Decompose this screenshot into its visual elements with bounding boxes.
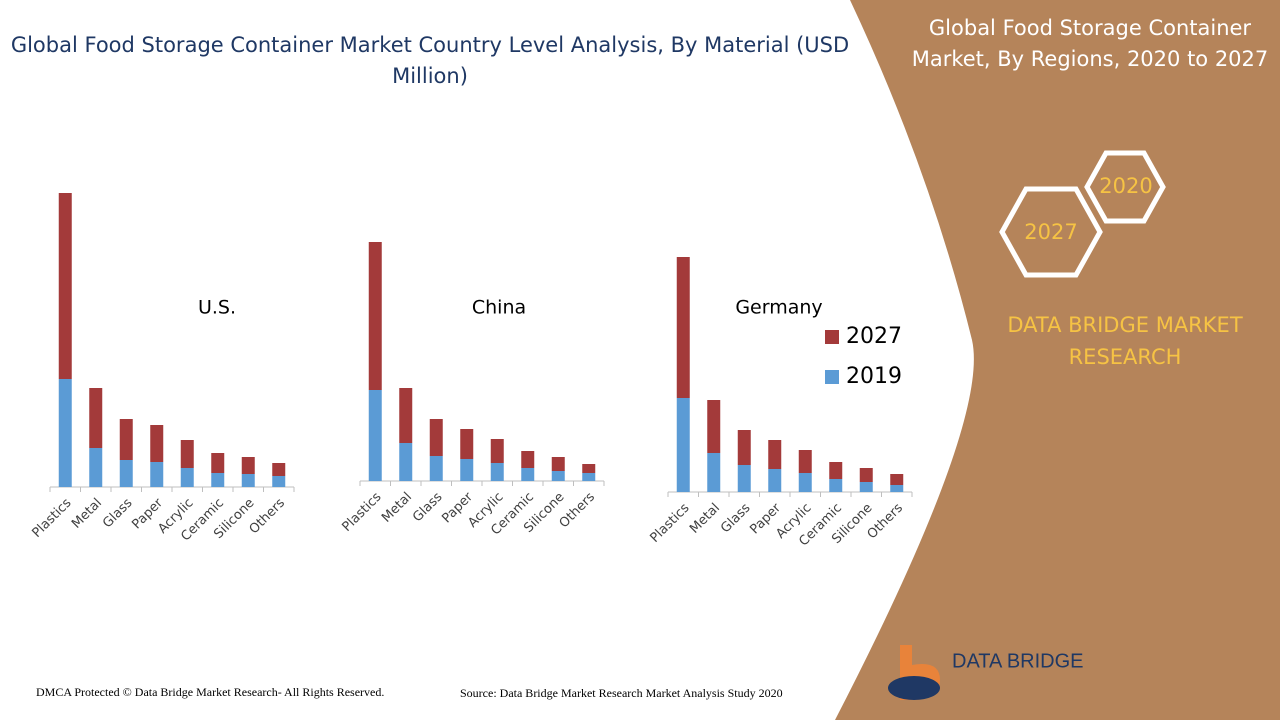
bar <box>798 450 812 473</box>
bar <box>119 460 133 487</box>
bar <box>58 193 72 379</box>
brand: RESEARCH <box>1069 345 1182 369</box>
hexagon <box>1084 150 1166 224</box>
side-panel <box>835 0 1280 720</box>
bar <box>460 459 474 481</box>
chart-label: China <box>472 297 526 319</box>
panel-title: Global Food Storage Container <box>929 16 1252 40</box>
bar <box>551 471 565 481</box>
hexagon <box>999 186 1103 278</box>
bar <box>859 482 873 492</box>
x-tick-label: Metal <box>687 501 723 537</box>
footer: Source: Data Bridge Market Research Mark… <box>460 686 783 700</box>
x-tick-label: Metal <box>379 490 415 526</box>
bar <box>676 257 690 398</box>
bar <box>211 453 225 473</box>
footer: DMCA Protected © Data Bridge Market Rese… <box>36 685 384 699</box>
bar <box>241 457 255 474</box>
x-tick-label: Metal <box>69 496 105 532</box>
bar <box>768 440 782 469</box>
bar <box>399 443 413 481</box>
x-tick-label: Plastics <box>29 496 74 541</box>
bar <box>429 456 443 481</box>
bar <box>890 485 904 492</box>
x-tick-label: Glass <box>718 501 754 537</box>
bar <box>521 451 535 468</box>
bar <box>89 448 103 487</box>
logo-text: DATA BRIDGE <box>952 650 1084 672</box>
bar <box>829 479 843 492</box>
bar <box>737 465 751 492</box>
hex-label: 2027 <box>1024 220 1077 244</box>
chart-label: U.S. <box>198 297 236 319</box>
bar <box>582 473 596 481</box>
x-tick-label: Glass <box>410 490 446 526</box>
bar <box>768 469 782 492</box>
bar <box>798 473 812 492</box>
x-tick-label: Glass <box>100 496 136 532</box>
legend-swatch <box>825 370 839 384</box>
bar <box>58 379 72 487</box>
bar <box>241 474 255 487</box>
bar <box>429 419 443 456</box>
bar <box>368 390 382 481</box>
logo-mark <box>888 676 940 700</box>
bar <box>490 463 504 481</box>
title: Global Food Storage Container Market Cou… <box>11 33 849 57</box>
bar <box>119 419 133 460</box>
x-tick-label: Plastics <box>647 501 692 546</box>
bar <box>676 398 690 492</box>
bar <box>272 463 286 476</box>
bar <box>460 429 474 459</box>
bar <box>89 388 103 448</box>
bar <box>272 476 286 487</box>
legend-swatch <box>825 330 839 344</box>
bar <box>707 453 721 492</box>
bar <box>180 468 194 487</box>
hex-label: 2020 <box>1099 174 1152 198</box>
bar <box>211 473 225 487</box>
brand: DATA BRIDGE MARKET <box>1007 313 1242 337</box>
bar <box>582 464 596 473</box>
bar <box>551 457 565 471</box>
panel-title: Market, By Regions, 2020 to 2027 <box>912 47 1269 71</box>
bar <box>521 468 535 481</box>
bar <box>399 388 413 443</box>
x-tick-label: Plastics <box>339 490 384 535</box>
chart-label: Germany <box>735 297 822 319</box>
bar <box>150 425 164 462</box>
legend-label: 2027 <box>846 324 902 349</box>
bar <box>490 439 504 463</box>
bar <box>737 430 751 465</box>
bar <box>707 400 721 453</box>
bar <box>368 242 382 390</box>
bar <box>150 462 164 487</box>
legend-label: 2019 <box>846 364 902 389</box>
bar <box>829 462 843 479</box>
bar <box>890 474 904 485</box>
bar <box>180 440 194 468</box>
title: Million) <box>392 64 468 88</box>
bar <box>859 468 873 482</box>
